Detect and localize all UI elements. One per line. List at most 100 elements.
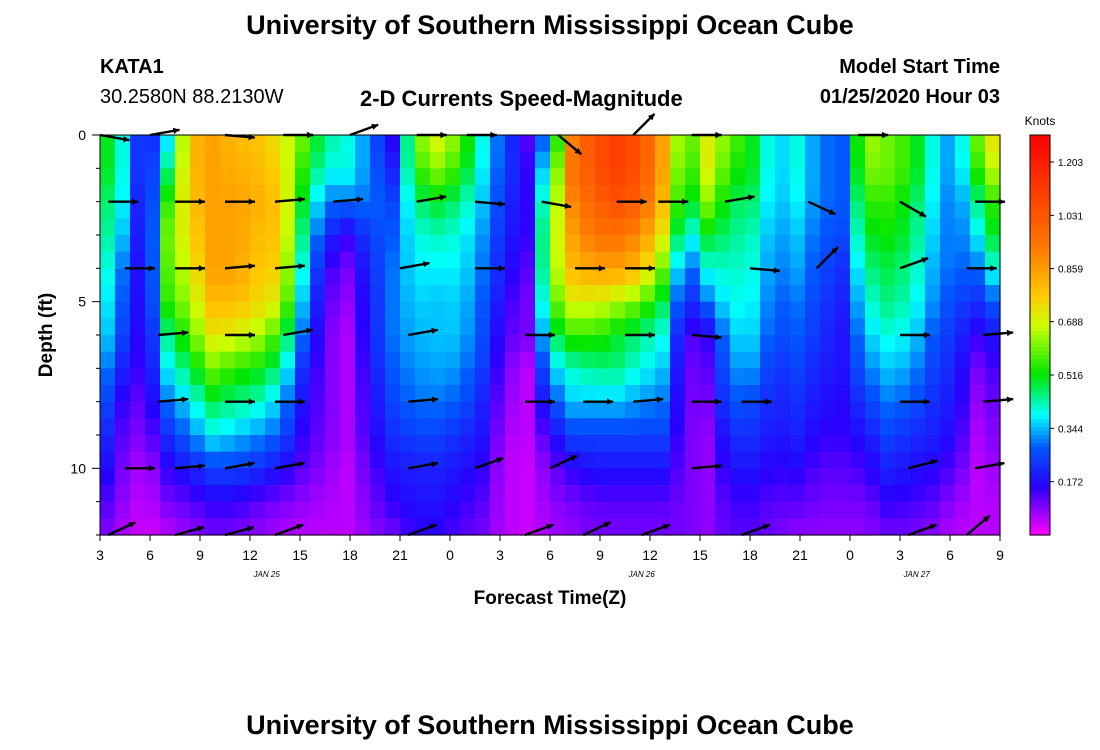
heatmap-cell [940,435,956,453]
heatmap-cell [340,401,356,419]
heatmap-cell [685,168,701,186]
heatmap-cell [160,251,176,269]
heatmap-cell [385,285,401,303]
heatmap-cell [400,218,416,236]
colorbar-tick-label: 1.031 [1058,211,1083,222]
heatmap-cell [160,268,176,286]
heatmap-cell [250,301,266,319]
heatmap-cell [820,151,836,169]
heatmap-cell [985,418,1001,436]
colorbar-segment [1030,315,1050,320]
heatmap-cell [175,385,191,403]
heatmap-cell [655,201,671,219]
y-tick-label: 10 [70,460,86,476]
heatmap-cell [325,485,341,503]
heatmap-cell [640,251,656,269]
heatmap-cell [895,501,911,519]
heatmap-cell [790,368,806,386]
current-vector [107,521,137,537]
heatmap-cell [265,468,281,486]
heatmap-cell [835,335,851,353]
heatmap-cell [580,251,596,269]
heatmap-cell [115,418,131,436]
current-vector [225,331,255,339]
heatmap-cell [595,301,611,319]
heatmap-cell [100,251,116,269]
heatmap-cell [175,351,191,369]
heatmap-cell [475,335,491,353]
heatmap-cell [835,185,851,203]
heatmap-cell [730,318,746,336]
heatmap-cell [925,435,941,453]
heatmap-cell [820,401,836,419]
heatmap-cell [235,318,251,336]
heatmap-cell [715,518,731,536]
heatmap-cell [835,368,851,386]
heatmap-cell [910,385,926,403]
heatmap-cell [880,268,896,286]
current-vector [275,398,305,405]
current-vector [524,523,554,537]
heatmap-cell [940,468,956,486]
x-tick-label: 18 [342,547,358,563]
colorbar-segment [1030,219,1050,224]
heatmap-cell [970,201,986,219]
heatmap-cell [355,435,371,453]
heatmap-cell [250,418,266,436]
colorbar-segment [1030,359,1050,364]
heatmap-cell [670,185,686,203]
heatmap-cell [130,268,146,286]
heatmap-cell [340,518,356,536]
heatmap-cell [790,251,806,269]
heatmap-cell [775,485,791,503]
current-vector [641,523,671,537]
heatmap-cell [925,485,941,503]
heatmap-cell [985,251,1001,269]
heatmap-cell [340,151,356,169]
heatmap-cell [625,418,641,436]
heatmap-cell [520,235,536,253]
heatmap-cell [355,268,371,286]
heatmap-cell [205,168,221,186]
heatmap-cell [655,235,671,253]
heatmap-cell [355,218,371,236]
heatmap-cell [805,251,821,269]
heatmap-cell [460,435,476,453]
heatmap-cell [520,135,536,153]
heatmap-cell [220,318,236,336]
current-vector [474,456,504,470]
heatmap-cell [280,401,296,419]
heatmap-cell [745,468,761,486]
heatmap-cell [190,285,206,303]
colorbar-segment [1030,347,1050,352]
heatmap-cell [445,435,461,453]
heatmap-cell [790,401,806,419]
heatmap-cell [310,401,326,419]
heatmap-cell [490,151,506,169]
heatmap-cell [295,401,311,419]
heatmap-cell [475,368,491,386]
heatmap-cell [145,468,161,486]
colorbar-segment [1030,327,1050,332]
heatmap-cell [145,218,161,236]
heatmap-cell [670,168,686,186]
heatmap-cell [190,501,206,519]
heatmap-cell [805,235,821,253]
heatmap-cell [250,335,266,353]
heatmap-cell [655,451,671,469]
heatmap-cell [295,201,311,219]
heatmap-cell [190,301,206,319]
heatmap-cell [325,501,341,519]
heatmap-cell [775,368,791,386]
heatmap-cell [580,368,596,386]
heatmap-cell [295,168,311,186]
heatmap-cell [490,418,506,436]
heatmap-cell [175,468,191,486]
heatmap-cell [625,451,641,469]
current-vector [582,521,612,537]
heatmap-cell [940,135,956,153]
heatmap-cell [565,168,581,186]
heatmap-cell [865,335,881,353]
heatmap-cell [460,235,476,253]
heatmap-cell [850,351,866,369]
